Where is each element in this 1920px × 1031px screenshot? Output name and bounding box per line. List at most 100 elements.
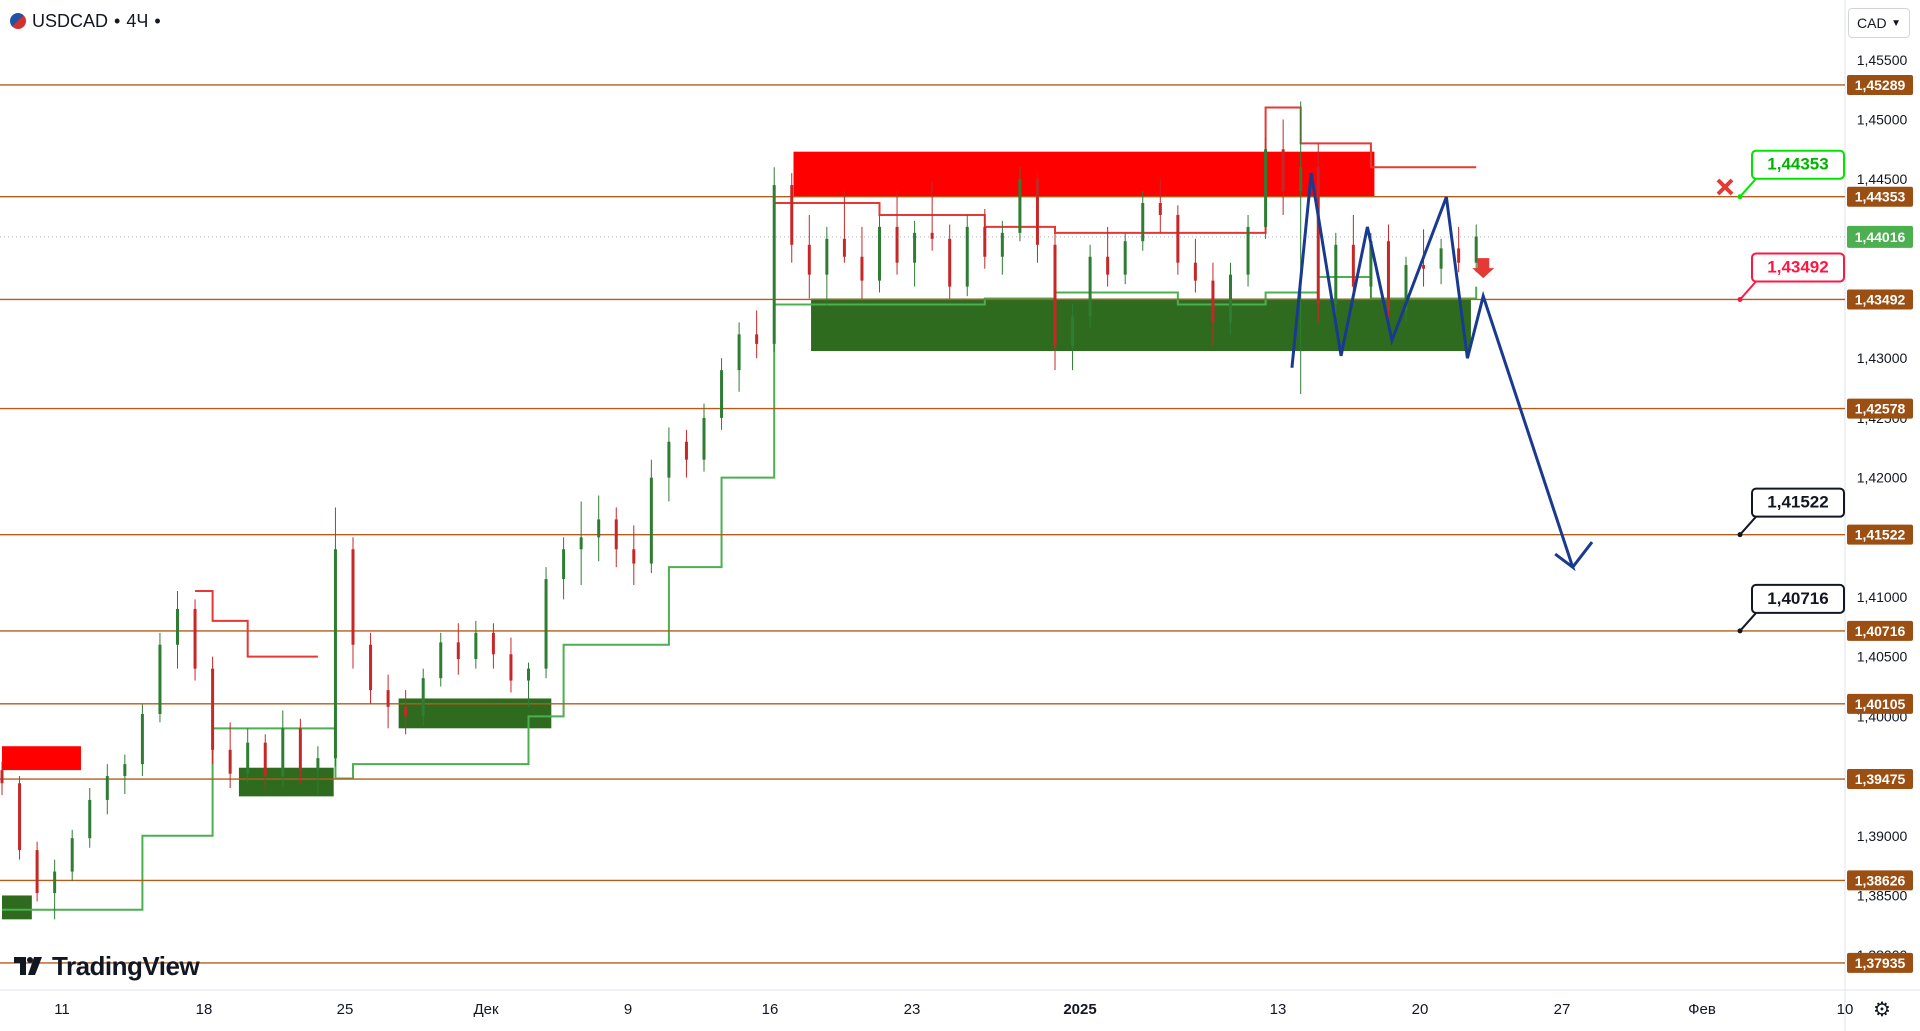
candle-body (632, 549, 636, 564)
candle-body (1018, 179, 1022, 233)
candle-body (667, 441, 671, 478)
candle-body (807, 244, 811, 275)
candle-body (1211, 280, 1215, 323)
support-zone (2, 895, 32, 920)
callout-leader (1739, 612, 1757, 632)
usd-cad-flag-icon (10, 13, 26, 29)
candle-body (0, 770, 4, 784)
candle-body (263, 742, 267, 777)
callout-leader (1739, 280, 1757, 301)
level-price-tag (1847, 870, 1913, 891)
candle-body (1158, 203, 1162, 215)
symbol-header[interactable]: USDCAD • 4Ч • (10, 8, 161, 34)
candle-body (913, 232, 917, 263)
candle-body (176, 608, 179, 645)
candle-body (1176, 214, 1180, 263)
candle-body (1123, 241, 1127, 275)
time-axis-label: Дек (473, 1001, 499, 1018)
level-price-tag (1847, 952, 1913, 973)
callout-anchor (1737, 296, 1743, 302)
candle-body (1457, 248, 1461, 263)
currency-selector[interactable]: CAD ▼ (1848, 8, 1910, 38)
level-price-tag (1847, 186, 1913, 207)
callout-anchor (1737, 194, 1743, 200)
candle-body (720, 370, 724, 418)
down-arrow-icon (1472, 258, 1495, 279)
candle-body (842, 238, 846, 257)
candle-body (895, 226, 899, 263)
candle-body (562, 549, 566, 580)
time-axis-label: 13 (1270, 1001, 1287, 1018)
level-price-tag-label: 1,38626 (1855, 872, 1906, 888)
candle-body (53, 871, 57, 894)
candle-body (404, 706, 408, 717)
price-tick-label: 1,43000 (1857, 350, 1908, 366)
candle-body (333, 549, 337, 759)
time-axis-label: 11 (54, 1001, 70, 1018)
resistance-zone (2, 746, 81, 771)
candle-body (614, 519, 618, 550)
price-tick-label: 1,41000 (1857, 589, 1908, 605)
candle-body (1299, 167, 1303, 192)
time-axis-label: 18 (196, 1001, 213, 1018)
chevron-down-icon: ▼ (1891, 17, 1901, 29)
level-price-tag-label: 1,40716 (1855, 623, 1906, 639)
candle-body (351, 549, 355, 645)
level-price-tag (1847, 620, 1913, 641)
price-tick-label: 1,40500 (1857, 649, 1908, 665)
candle-body (772, 185, 776, 344)
candle-body (369, 644, 373, 691)
price-tick-label: 1,44500 (1857, 171, 1908, 187)
currency-value: CAD (1857, 15, 1887, 31)
candle-body (298, 728, 302, 771)
candle-body (1000, 232, 1004, 257)
candle-body (246, 742, 250, 774)
candle-body (878, 226, 881, 281)
candle-body (737, 334, 741, 371)
level-price-tag (1847, 289, 1913, 310)
price-tick-label: 1,45000 (1857, 111, 1908, 127)
candle-body (1386, 241, 1390, 311)
cross-icon (1716, 178, 1734, 196)
level-price-tag-label: 1,43492 (1855, 291, 1906, 307)
time-axis-label: Фев (1688, 1001, 1716, 1018)
time-axis-label: 25 (337, 1001, 354, 1018)
timeframe-label[interactable]: 4Ч (126, 10, 149, 31)
price-tick-label: 1,38500 (1857, 887, 1908, 903)
price-tick-label: 1,45500 (1857, 52, 1908, 68)
candle-body (193, 608, 197, 669)
tradingview-logo-icon (14, 957, 42, 975)
header-separator: • (114, 10, 121, 31)
candle-body (1404, 265, 1408, 311)
candle-body (649, 477, 653, 564)
brand-name: TradingView (52, 950, 200, 981)
candle-body (1334, 244, 1338, 305)
level-price-tag-label: 1,44353 (1855, 189, 1906, 205)
candle-body (790, 185, 794, 245)
callout-label: 1,40716 (1767, 589, 1828, 608)
candle-body (88, 799, 92, 839)
candle-body (123, 764, 127, 777)
settings-gear-icon[interactable]: ⚙ (1873, 998, 1891, 1021)
resistance-zone (793, 151, 1375, 198)
candle-body (1474, 236, 1478, 263)
candle-body (18, 783, 22, 851)
callout-box (1751, 583, 1845, 614)
candle-body (1369, 241, 1373, 287)
candle-body (702, 417, 706, 460)
forecast-path (1290, 172, 1594, 572)
candle-body (1053, 244, 1057, 347)
level-price-tag (1847, 74, 1913, 95)
candle-body (527, 668, 530, 681)
candle-body (544, 579, 548, 669)
candle-body (281, 728, 285, 777)
candle-body (983, 226, 987, 257)
candle-body (1193, 262, 1197, 281)
callout-box (1751, 149, 1845, 180)
callout-leader (1739, 516, 1757, 536)
support-zone (811, 298, 1471, 352)
callout-box (1751, 487, 1845, 518)
level-price-tag (1847, 398, 1913, 419)
time-axis-label: 27 (1554, 1001, 1571, 1018)
